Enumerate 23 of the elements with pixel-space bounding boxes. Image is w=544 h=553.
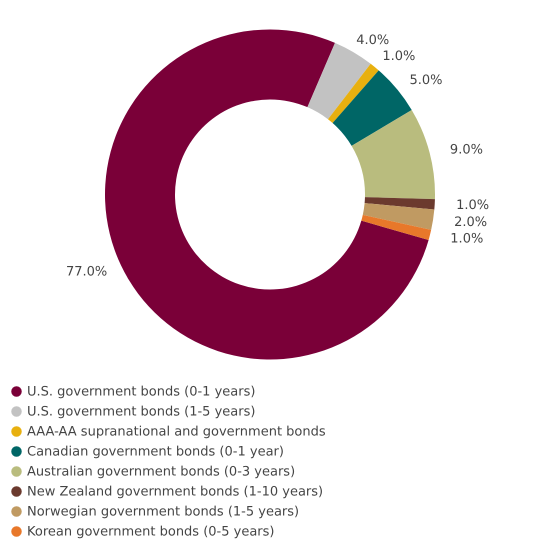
data-label: 2.0%	[454, 214, 488, 230]
legend-label: Korean government bonds (0-5 years)	[27, 524, 274, 540]
legend-label: Norwegian government bonds (1-5 years)	[27, 504, 300, 520]
donut-slice	[362, 203, 434, 230]
legend-label: U.S. government bonds (0-1 years)	[27, 384, 256, 400]
donut-slice	[364, 197, 435, 210]
data-label: 1.0%	[456, 198, 490, 214]
data-label: 77.0%	[66, 264, 108, 280]
data-label: 1.0%	[382, 49, 416, 64]
donut-slice	[361, 214, 432, 240]
legend-label: Canadian government bonds (0-1 year)	[27, 444, 284, 460]
legend-label: AAA-AA supranational and government bonds	[27, 424, 326, 440]
legend-label: U.S. government bonds (1-5 years)	[27, 404, 256, 420]
data-label: 5.0%	[409, 72, 442, 88]
donut-slice	[328, 64, 379, 124]
donut-slice	[307, 42, 371, 120]
legend-label: Australian government bonds (0-3 years)	[27, 464, 296, 480]
donut-slice	[332, 70, 412, 146]
data-label: 1.0%	[450, 231, 484, 246]
data-label: 4.0%	[356, 33, 390, 48]
donut-slice	[352, 110, 435, 200]
data-label: 9.0%	[450, 142, 483, 158]
legend-label: New Zealand government bonds (1-10 years)	[27, 484, 324, 500]
